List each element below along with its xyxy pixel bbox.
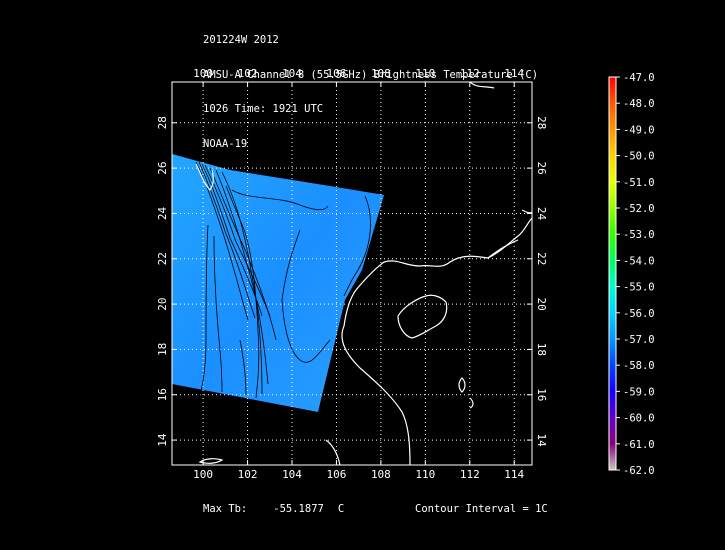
lat-tick-label-left: 24 xyxy=(156,206,169,220)
header-date: 201224W 2012 xyxy=(203,34,279,46)
lon-tick-label-top: 114 xyxy=(504,67,524,80)
lon-tick-label-top: 106 xyxy=(327,67,347,80)
colorbar-scale xyxy=(608,76,617,471)
lon-tick-label-top: 110 xyxy=(415,67,435,80)
lat-tick-label-left: 18 xyxy=(156,343,169,356)
contour-interval: Contour Interval = 1C xyxy=(415,503,548,515)
lat-tick-label-left: 20 xyxy=(156,297,169,310)
colorbar-label: -49.0 xyxy=(623,124,655,136)
lon-tick-label-top: 102 xyxy=(238,67,258,80)
lat-tick-label-right: 24 xyxy=(535,207,548,221)
lat-tick-label-left: 26 xyxy=(156,161,169,174)
lat-tick-label-left: 28 xyxy=(156,116,169,129)
colorbar-label: -56.0 xyxy=(623,308,655,320)
header-product: AMSU-A Channel 8 (55.5GHz) Brightness Te… xyxy=(203,68,539,81)
lat-tick-label-left: 14 xyxy=(156,433,169,447)
lon-tick-label-bottom: 110 xyxy=(415,468,435,481)
lat-tick-label-right: 20 xyxy=(535,297,548,310)
colorbar-label: -48.0 xyxy=(623,98,655,110)
lon-tick-label-top: 100 xyxy=(193,67,213,80)
lat-tick-label-right: 18 xyxy=(535,343,548,356)
colorbar: -47.0 -48.0 -49.0 -50.0 -51.0 -52.0 -53.0 -54.0… xyxy=(608,72,655,477)
colorbar-label: -55.0 xyxy=(623,282,655,294)
colorbar-label: -52.0 xyxy=(623,203,655,215)
colorbar-label: -59.0 xyxy=(623,386,655,398)
lat-tick-label-left: 16 xyxy=(156,388,169,401)
max-tb: Max Tb: -55.1877 C xyxy=(203,503,344,515)
lon-tick-label-top: 112 xyxy=(460,67,480,80)
lat-tick-label-right: 26 xyxy=(535,161,548,174)
header-time: 1026 Time: 1921 UTC xyxy=(203,103,324,115)
lon-tick-label-bottom: 106 xyxy=(327,468,347,481)
colorbar-label: -58.0 xyxy=(623,360,655,372)
colorbar-label: -51.0 xyxy=(623,177,655,189)
coastlines xyxy=(195,82,532,465)
max-tb-unit: C xyxy=(337,503,345,515)
colorbar-label: -54.0 xyxy=(623,255,655,267)
lon-tick-label-top: 108 xyxy=(371,67,391,80)
max-tb-label: Max Tb: xyxy=(203,503,248,515)
lon-tick-label-bottom: 108 xyxy=(371,468,391,481)
lon-tick-label-top: 104 xyxy=(282,67,302,80)
lat-tick-label-right: 14 xyxy=(535,433,548,447)
header-satellite: NOAA-19 xyxy=(203,137,248,150)
lat-tick-label-right: 22 xyxy=(535,252,548,265)
colorbar-label: -62.0 xyxy=(623,465,655,477)
colorbar-label: -57.0 xyxy=(623,334,655,346)
colorbar-label: -50.0 xyxy=(623,151,655,163)
header: 201224W 2012 AMSU-A Channel 8 (55.5GHz) … xyxy=(203,12,538,162)
temperature-contours xyxy=(195,161,371,399)
lon-tick-label-bottom: 102 xyxy=(238,468,258,481)
lon-tick-label-bottom: 104 xyxy=(282,468,302,481)
colorbar-label: -47.0 xyxy=(623,72,655,84)
colorbar-label: -60.0 xyxy=(623,413,655,425)
lat-lon-grid xyxy=(172,82,532,465)
lon-tick-label-bottom: 100 xyxy=(193,468,213,481)
max-tb-value: -55.1877 xyxy=(273,503,324,515)
tick-labels: 100 100 102 102 104 104 106 106 108 108 110 110 112 1… xyxy=(156,67,548,481)
map-frame xyxy=(171,81,533,466)
lat-tick-label-right: 28 xyxy=(535,116,548,129)
colorbar-label: -53.0 xyxy=(623,229,655,241)
lon-tick-label-bottom: 112 xyxy=(460,468,480,481)
lon-tick-label-bottom: 114 xyxy=(504,468,524,481)
satellite-swath xyxy=(172,154,384,412)
lat-tick-label-right: 16 xyxy=(535,388,548,401)
colorbar-label: -61.0 xyxy=(623,439,655,451)
lat-tick-label-left: 22 xyxy=(156,252,169,265)
